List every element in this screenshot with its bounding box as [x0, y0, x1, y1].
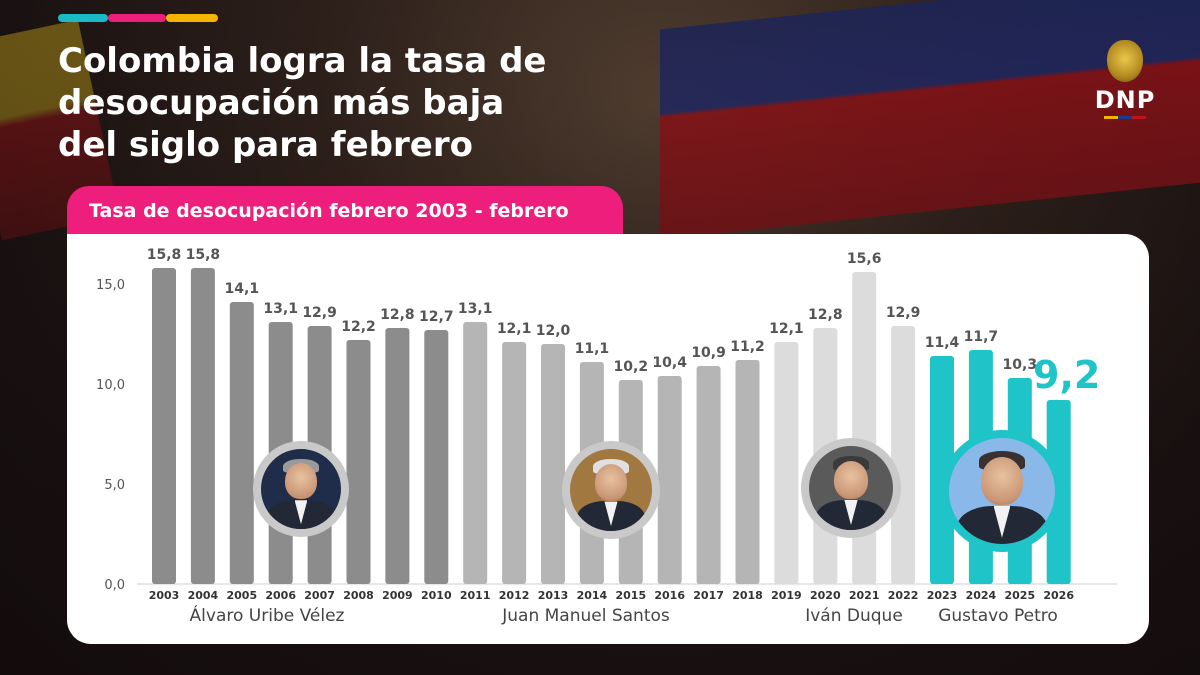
dnp-logo: DNP — [1090, 40, 1160, 119]
president-labels: Álvaro Uribe Vélez Juan Manuel Santos Iv… — [67, 606, 1149, 632]
x-tick-label-2008: 2008 — [343, 589, 374, 602]
value-label-2020: 12,8 — [808, 307, 843, 323]
portrait-uribe — [253, 441, 349, 537]
bar-2018 — [735, 360, 760, 584]
title-line: Colombia logra la tasa de — [58, 41, 547, 81]
logo-stripes — [1090, 116, 1160, 119]
x-tick-label-2013: 2013 — [538, 589, 569, 602]
value-label-2015: 10,2 — [614, 359, 649, 375]
accent-bar-yellow — [166, 14, 218, 22]
logo-stripe-blue — [1118, 116, 1132, 119]
title-line: del siglo para febrero — [58, 125, 473, 165]
x-tick-label-2014: 2014 — [577, 589, 608, 602]
president-label: Iván Duque — [805, 606, 903, 626]
x-tick-label-2017: 2017 — [693, 589, 724, 602]
value-label-2004: 15,8 — [186, 247, 221, 263]
value-label-2021: 15,6 — [847, 251, 882, 267]
page-title: Colombia logra la tasa de desocupación m… — [58, 40, 578, 166]
x-tick-label-2006: 2006 — [265, 589, 296, 602]
x-tick-label-2018: 2018 — [732, 589, 763, 602]
x-tick-label-2010: 2010 — [421, 589, 452, 602]
value-label-2011: 13,1 — [458, 301, 493, 317]
president-label: Juan Manuel Santos — [502, 606, 670, 626]
x-tick-label-2023: 2023 — [927, 589, 958, 602]
x-tick-label-2009: 2009 — [382, 589, 413, 602]
value-label-2026: 9,2 — [1033, 353, 1100, 397]
y-tick-label: 15,0 — [96, 278, 125, 293]
y-tick-label: 5,0 — [104, 478, 125, 493]
bar-2004 — [190, 268, 215, 584]
bar-2016 — [657, 376, 682, 584]
value-label-2003: 15,8 — [147, 247, 182, 263]
bar-2013 — [541, 344, 565, 584]
accent-bar-teal — [58, 14, 108, 22]
x-tick-label-2005: 2005 — [226, 589, 257, 602]
x-tick-label-2022: 2022 — [888, 589, 919, 602]
y-tick-label: 0,0 — [104, 578, 125, 593]
x-tick-label-2003: 2003 — [149, 589, 180, 602]
portrait-duque — [801, 438, 901, 538]
value-label-2014: 11,1 — [575, 341, 610, 357]
x-tick-label-2024: 2024 — [966, 589, 997, 602]
title-line: desocupación más baja — [58, 83, 505, 123]
bar-2009 — [385, 328, 410, 584]
x-tick-label-2021: 2021 — [849, 589, 880, 602]
bar-2012 — [502, 342, 527, 584]
x-tick-label-2012: 2012 — [499, 589, 530, 602]
value-label-2024: 11,7 — [964, 329, 999, 345]
value-label-2022: 12,9 — [886, 305, 921, 321]
value-label-2018: 11,2 — [730, 339, 765, 355]
y-tick-label: 10,0 — [96, 378, 125, 393]
x-tick-label-2016: 2016 — [654, 589, 685, 602]
value-label-2019: 12,1 — [769, 321, 804, 337]
value-label-2007: 12,9 — [302, 305, 337, 321]
bar-2011 — [463, 322, 488, 584]
coat-of-arms-icon — [1107, 40, 1143, 82]
bar-2019 — [774, 342, 799, 584]
bar-2022 — [891, 326, 916, 584]
accent-bar-pink — [108, 14, 166, 22]
x-tick-label-2007: 2007 — [304, 589, 335, 602]
value-label-2005: 14,1 — [225, 281, 260, 297]
president-label: Álvaro Uribe Vélez — [189, 606, 345, 626]
x-tick-label-2026: 2026 — [1043, 589, 1074, 602]
unemployment-bar-chart: 0,0 5,0 10,0 15,0 15,8 2003 15,8 2004 14,1 2005 13… — [96, 247, 1117, 602]
x-tick-label-2019: 2019 — [771, 589, 802, 602]
x-tick-label-2004: 2004 — [188, 589, 219, 602]
x-tick-label-2011: 2011 — [460, 589, 491, 602]
value-label-2010: 12,7 — [419, 309, 454, 325]
value-label-2013: 12,0 — [536, 323, 571, 339]
bar-2023 — [930, 356, 954, 584]
value-label-2008: 12,2 — [341, 319, 376, 335]
portrait-santos — [562, 441, 660, 539]
logo-stripe-red — [1132, 116, 1146, 119]
value-label-2006: 13,1 — [263, 301, 298, 317]
value-label-2012: 12,1 — [497, 321, 532, 337]
value-label-2009: 12,8 — [380, 307, 415, 323]
value-label-2016: 10,4 — [652, 355, 687, 371]
bar-2017 — [696, 366, 721, 584]
logo-name: DNP — [1094, 86, 1156, 114]
portrait-petro — [941, 430, 1063, 552]
president-label: Gustavo Petro — [938, 606, 1058, 626]
x-tick-label-2020: 2020 — [810, 589, 841, 602]
logo-stripe-yellow — [1104, 116, 1118, 119]
x-tick-label-2025: 2025 — [1004, 589, 1035, 602]
value-label-2023: 11,4 — [925, 335, 960, 351]
value-label-2017: 10,9 — [691, 345, 726, 361]
x-tick-label-2015: 2015 — [615, 589, 646, 602]
bar-2010 — [424, 330, 449, 584]
value-label-2025: 10,3 — [1003, 357, 1038, 373]
bar-2008 — [346, 340, 371, 584]
chart-subtitle: Tasa de desocupación febrero 2003 - febr… — [67, 186, 623, 272]
bar-2005 — [229, 302, 254, 584]
bar-2003 — [152, 268, 176, 584]
